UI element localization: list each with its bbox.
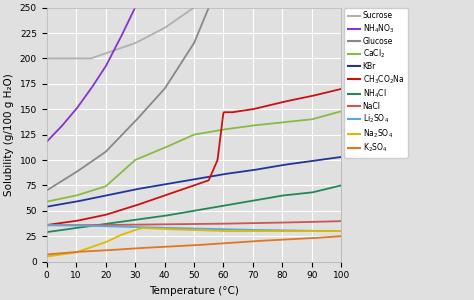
X-axis label: Temperature (°C): Temperature (°C) (149, 286, 239, 296)
Y-axis label: Solubility (g/100 g H₂O): Solubility (g/100 g H₂O) (4, 73, 14, 196)
Legend: Sucrose, NH$_4$NO$_3$, Glucose, CaCl$_2$, KBr, CH$_3$CO$_2$Na, NH$_4$Cl, NaCl, L: Sucrose, NH$_4$NO$_3$, Glucose, CaCl$_2$… (344, 8, 408, 158)
